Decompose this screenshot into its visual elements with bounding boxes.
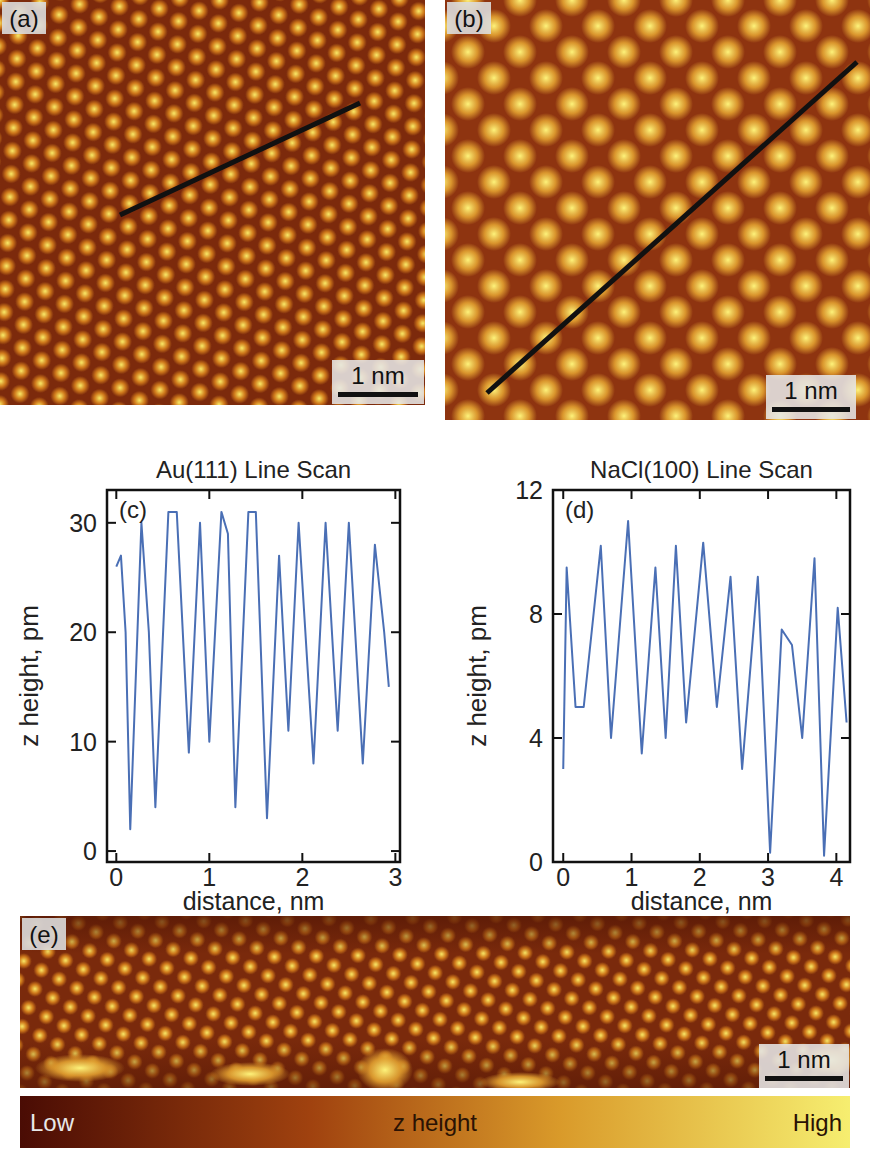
x-tick bbox=[835, 853, 837, 862]
panel-letter: (e) bbox=[29, 921, 58, 948]
scale-bar bbox=[765, 1076, 843, 1081]
x-tick bbox=[115, 853, 117, 862]
y-tick-label: 30 bbox=[69, 509, 97, 537]
plot-frame bbox=[107, 490, 400, 862]
x-tick bbox=[562, 853, 564, 862]
y-tick-label: 4 bbox=[529, 724, 543, 752]
stm-bright-spot bbox=[480, 1072, 560, 1088]
y-tick-label: 12 bbox=[515, 476, 543, 504]
image-panel bbox=[0, 0, 425, 405]
x-tick-label: 0 bbox=[556, 863, 570, 891]
figure: (a) 1 nm (b) 1 nm (e) 1 nm Low z height High Au(1… bbox=[0, 0, 870, 1156]
x-tick-mirror bbox=[835, 490, 837, 499]
y-tick-mirror bbox=[391, 741, 400, 743]
plot-title: Au(111) Line Scan bbox=[156, 456, 351, 483]
x-tick-mirror bbox=[631, 490, 633, 499]
y-tick bbox=[553, 737, 562, 739]
x-tick-mirror bbox=[301, 490, 303, 499]
line-series bbox=[563, 521, 846, 856]
y-tick-mirror bbox=[391, 631, 400, 633]
x-tick-label: 4 bbox=[829, 863, 843, 891]
y-tick-label: 0 bbox=[529, 848, 543, 876]
x-tick bbox=[767, 853, 769, 862]
y-tick-label: 0 bbox=[83, 837, 97, 865]
scale-bar-box bbox=[332, 360, 424, 404]
plot-area bbox=[116, 512, 389, 829]
line-scan-path bbox=[120, 103, 360, 215]
y-tick bbox=[553, 613, 562, 615]
line-scan-path bbox=[487, 62, 857, 393]
y-tick-mirror bbox=[391, 850, 400, 852]
x-tick-label: 3 bbox=[388, 863, 402, 891]
y-tick bbox=[107, 850, 116, 852]
y-axis-title: z height, pm bbox=[462, 605, 492, 747]
stm-image bbox=[20, 916, 850, 1088]
y-tick-label: 8 bbox=[529, 600, 543, 628]
x-tick-mirror bbox=[115, 490, 117, 499]
stm-image bbox=[445, 0, 870, 420]
x-tick-mirror bbox=[208, 490, 210, 499]
stm-bright-spot bbox=[35, 1054, 125, 1082]
y-tick bbox=[107, 522, 116, 524]
y-tick bbox=[107, 631, 116, 633]
y-tick-mirror bbox=[841, 613, 850, 615]
stm-bright-spot bbox=[210, 1062, 290, 1086]
scale-bar-label: 1 nm bbox=[351, 362, 404, 389]
x-tick-mirror bbox=[394, 490, 396, 499]
x-tick-label: 0 bbox=[109, 863, 123, 891]
x-tick-mirror bbox=[699, 490, 701, 499]
stm-bright-spot bbox=[357, 1048, 413, 1088]
panel-letter-box bbox=[2, 2, 46, 34]
y-tick-label: 10 bbox=[69, 728, 97, 756]
x-tick bbox=[394, 853, 396, 862]
x-tick bbox=[699, 853, 701, 862]
x-axis-title: distance, nm bbox=[631, 887, 773, 915]
x-tick-mirror bbox=[562, 490, 564, 499]
y-tick-label: 20 bbox=[69, 618, 97, 646]
scale-bar-label: 1 nm bbox=[784, 377, 837, 404]
colorbar-low: Low bbox=[30, 1109, 75, 1136]
plot-title: NaCl(100) Line Scan bbox=[590, 456, 813, 483]
panel-letter: (a) bbox=[9, 5, 38, 32]
colorbar bbox=[20, 1096, 850, 1148]
y-tick-mirror bbox=[391, 522, 400, 524]
x-tick bbox=[631, 853, 633, 862]
stm-shade bbox=[20, 916, 850, 1088]
x-tick-mirror bbox=[767, 490, 769, 499]
panel-letter-box bbox=[22, 918, 66, 950]
colorbar-high: High bbox=[793, 1109, 842, 1136]
line-series bbox=[116, 512, 389, 829]
x-axis-title: distance, nm bbox=[183, 887, 325, 915]
panel-letter: (b) bbox=[454, 5, 483, 32]
y-tick-mirror bbox=[841, 737, 850, 739]
image-panel bbox=[445, 0, 870, 420]
panel-letter: (d) bbox=[565, 496, 594, 523]
scale-bar-box bbox=[759, 1044, 849, 1088]
scale-bar bbox=[338, 392, 418, 397]
panel-letter: (c) bbox=[119, 496, 147, 523]
scale-bar-box bbox=[766, 375, 856, 419]
scale-bar-label: 1 nm bbox=[777, 1046, 830, 1073]
y-tick bbox=[107, 741, 116, 743]
panel-letter-box bbox=[447, 2, 491, 34]
plot-area bbox=[563, 521, 846, 856]
stm-image bbox=[0, 0, 425, 405]
y-axis-title: z height, pm bbox=[14, 605, 44, 747]
scale-bar bbox=[772, 407, 850, 412]
image-panel bbox=[20, 916, 850, 1088]
plot-frame bbox=[553, 490, 850, 862]
x-tick bbox=[301, 853, 303, 862]
x-tick bbox=[208, 853, 210, 862]
colorbar-title: z height bbox=[393, 1109, 477, 1136]
